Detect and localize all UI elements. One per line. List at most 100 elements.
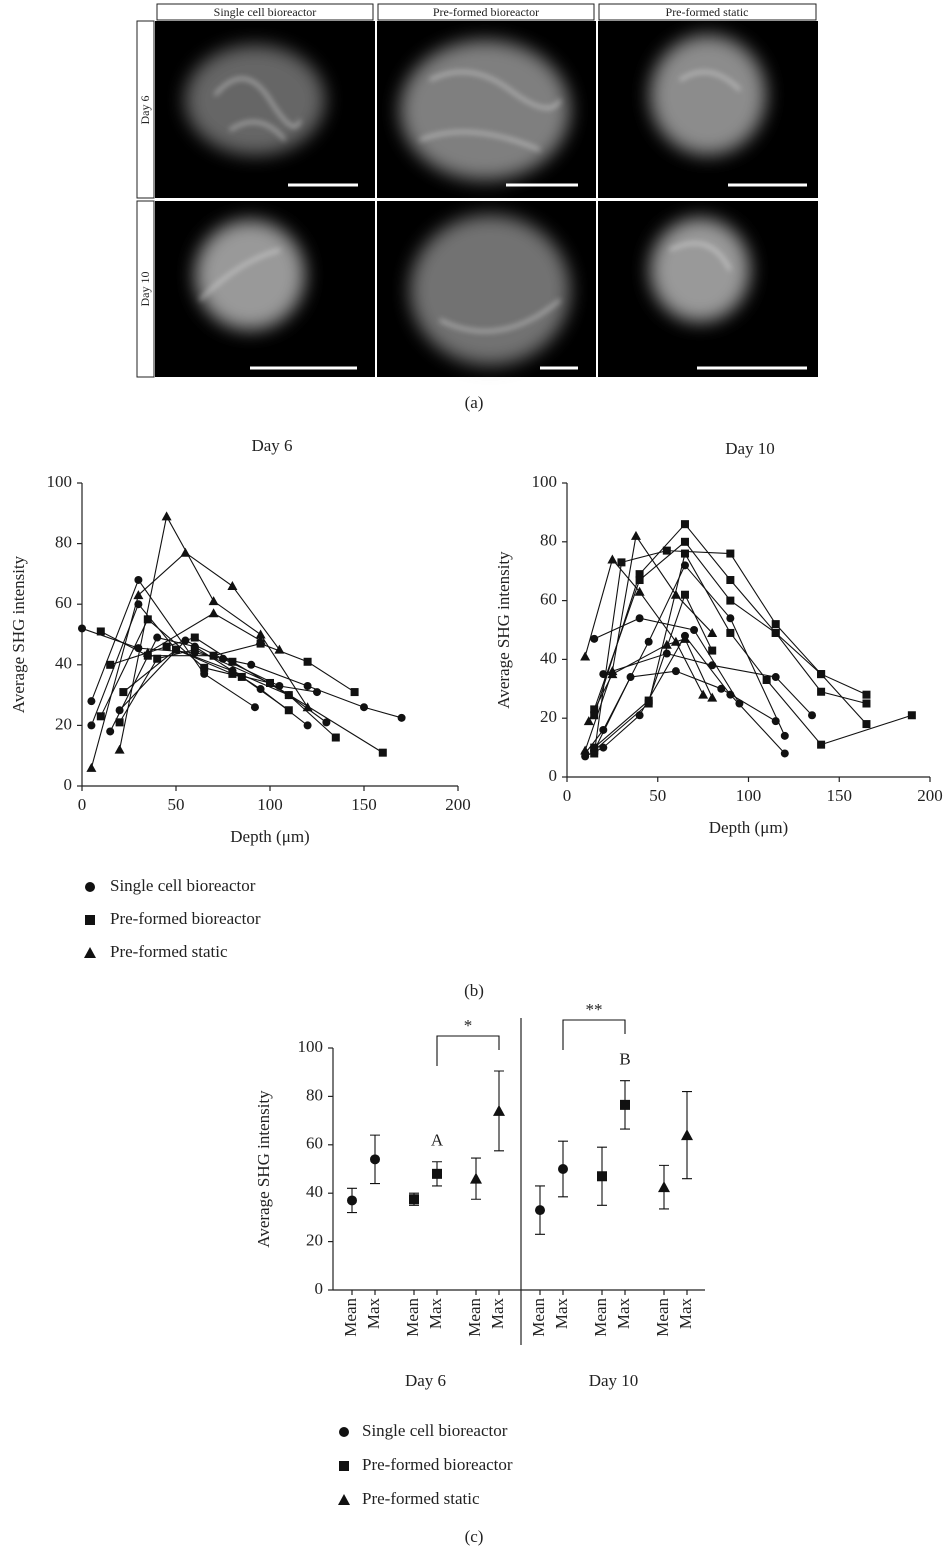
marker <box>771 620 780 629</box>
y-tick-label: 100 <box>298 1037 324 1056</box>
marker <box>162 642 171 651</box>
marker <box>255 629 266 639</box>
marker <box>432 1168 442 1179</box>
group-label: Day 6 <box>405 1371 446 1390</box>
marker <box>84 947 96 958</box>
x-tick-label: Max <box>676 1298 695 1330</box>
y-tick-label: 80 <box>306 1085 323 1104</box>
marker <box>303 657 312 666</box>
marker <box>87 697 96 706</box>
x-tick-label: 200 <box>917 786 943 805</box>
y-tick-label: 100 <box>532 472 558 491</box>
marker <box>313 688 321 697</box>
panel-label: (b) <box>464 981 484 1000</box>
marker <box>153 633 162 642</box>
y-tick-label: 40 <box>55 654 72 673</box>
marker <box>630 530 641 540</box>
x-tick-label: 0 <box>78 795 87 814</box>
marker <box>228 657 237 666</box>
data-line <box>90 578 256 708</box>
marker <box>378 748 387 757</box>
data-line <box>123 649 271 693</box>
marker <box>86 762 97 772</box>
data-line <box>100 630 355 693</box>
x-tick-label: 150 <box>351 795 377 814</box>
marker <box>590 711 599 720</box>
row-label: Day 10 <box>138 272 152 307</box>
marker <box>106 660 115 669</box>
marker <box>726 549 735 558</box>
y-tick-label: 20 <box>540 707 557 726</box>
x-axis-label: Depth (μm) <box>709 818 788 837</box>
marker <box>172 645 180 654</box>
marker <box>661 639 672 649</box>
significance-bracket <box>436 1035 500 1066</box>
marker <box>143 615 152 624</box>
marker <box>255 635 266 645</box>
marker <box>599 743 608 752</box>
marker <box>200 663 209 672</box>
data-line <box>593 617 740 704</box>
x-tick-label: Max <box>488 1298 507 1330</box>
marker <box>87 721 96 730</box>
column-header: Pre-formed static <box>666 5 749 19</box>
x-tick-label: Max <box>552 1298 571 1330</box>
marker <box>690 626 699 634</box>
x-tick-label: Mean <box>653 1298 672 1337</box>
x-tick-label: Mean <box>341 1298 360 1337</box>
legend-label: Pre-formed bioreactor <box>362 1455 513 1474</box>
y-tick-label: 20 <box>55 714 72 733</box>
marker <box>190 645 199 654</box>
marker <box>817 740 826 749</box>
legend-label: Single cell bioreactor <box>362 1421 508 1440</box>
marker <box>250 703 259 712</box>
marker <box>409 1194 419 1205</box>
marker <box>370 1154 380 1165</box>
marker <box>817 670 826 679</box>
data-line <box>119 514 309 750</box>
panel-label: (c) <box>465 1527 484 1546</box>
marker <box>808 711 817 720</box>
x-tick-label: Mean <box>403 1298 422 1337</box>
marker <box>247 660 256 669</box>
y-tick-label: 60 <box>306 1134 323 1153</box>
marker <box>114 744 125 754</box>
data-line <box>603 652 813 716</box>
data-line <box>110 636 337 738</box>
y-tick-label: 100 <box>47 472 73 491</box>
marker <box>208 596 219 606</box>
marker <box>662 649 671 658</box>
y-tick-label: 80 <box>540 531 557 550</box>
marker <box>339 1427 349 1437</box>
x-axis-label: Depth (μm) <box>230 827 309 846</box>
marker <box>708 646 717 655</box>
marker <box>115 706 124 715</box>
x-tick-label: Mean <box>591 1298 610 1337</box>
marker <box>597 1171 607 1182</box>
marker <box>726 596 735 605</box>
marker <box>200 669 209 678</box>
legend-label: Single cell bioreactor <box>110 876 256 895</box>
y-tick-label: 0 <box>549 766 558 785</box>
y-tick-label: 80 <box>55 533 72 552</box>
y-tick-label: 40 <box>540 648 557 667</box>
legend-label: Pre-formed bioreactor <box>110 909 261 928</box>
x-tick-label: 100 <box>736 786 762 805</box>
marker <box>635 576 644 585</box>
marker <box>331 733 340 742</box>
y-tick-label: 60 <box>540 590 557 609</box>
marker <box>119 688 128 697</box>
marker <box>726 576 735 585</box>
marker <box>302 702 313 712</box>
marker <box>862 699 871 708</box>
marker <box>762 675 771 684</box>
marker <box>735 699 744 708</box>
marker <box>681 1129 693 1141</box>
marker <box>679 633 690 643</box>
group-label: Day 10 <box>589 1371 639 1390</box>
marker <box>303 721 312 730</box>
marker <box>228 669 237 678</box>
marker <box>493 1104 505 1116</box>
marker <box>85 882 95 892</box>
